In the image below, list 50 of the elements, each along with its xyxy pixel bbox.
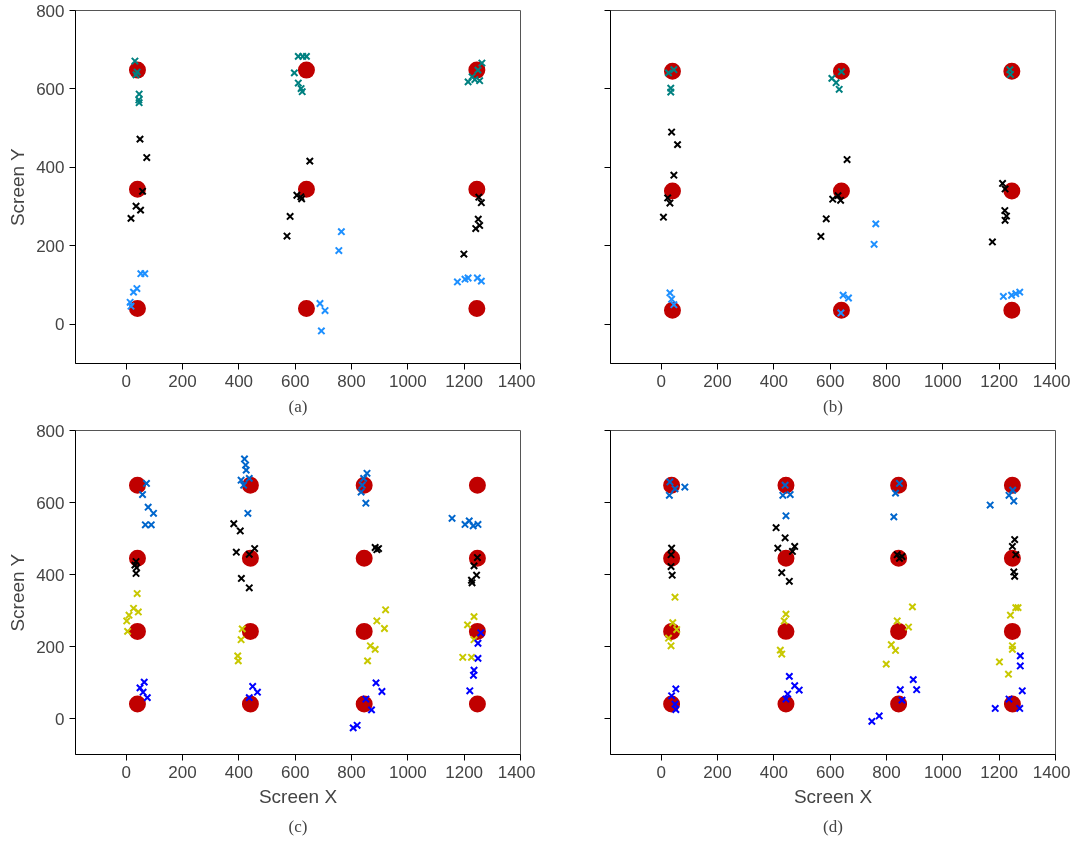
y-tick-label: 400	[36, 565, 65, 585]
x-tick-label: 200	[703, 762, 732, 782]
x-tick-label: 600	[281, 762, 310, 782]
y-tick-label: 800	[36, 421, 65, 441]
text: (b)	[823, 396, 843, 416]
text: (c)	[288, 816, 308, 836]
x-axis-title: Screen X	[793, 785, 873, 807]
y-axis-title: Screen Y	[7, 553, 29, 632]
x-tick-label: 600	[816, 762, 845, 782]
y-tick-label: 200	[36, 236, 65, 256]
x-tick-label: 400	[224, 762, 254, 782]
x-tick-label: 1000	[923, 371, 962, 391]
x-tick-label: 800	[337, 762, 366, 782]
x-tick-label: 0	[656, 762, 666, 782]
x-axis-title: Screen X	[258, 785, 338, 807]
x-tick-label: 400	[759, 371, 789, 391]
x-tick-label: 1400	[1032, 762, 1071, 782]
y-tick-label: 600	[36, 79, 65, 99]
x-tick-label: 1200	[445, 762, 484, 782]
x-tick-label: 1400	[497, 371, 536, 391]
x-tick-label: 200	[703, 371, 732, 391]
x-tick-label: 0	[121, 371, 131, 391]
y-tick-label: 400	[36, 158, 65, 178]
x-tick-label: 800	[872, 371, 901, 391]
x-tick-label: 600	[281, 371, 310, 391]
text: (d)	[823, 816, 843, 836]
x-tick-label: 200	[168, 762, 197, 782]
x-tick-label: 1200	[980, 762, 1019, 782]
y-tick-label: 800	[36, 1, 65, 21]
x-tick-label: 1400	[1032, 371, 1071, 391]
x-tick-label: 1400	[497, 762, 536, 782]
x-tick-label: 400	[224, 371, 254, 391]
y-axis-title: Screen Y	[7, 147, 29, 227]
x-tick-label: 800	[872, 762, 901, 782]
text: (a)	[288, 396, 308, 416]
x-tick-label: 1200	[445, 371, 484, 391]
x-tick-label: 0	[656, 371, 666, 391]
x-tick-label: 800	[337, 371, 366, 391]
x-tick-label: 1000	[923, 762, 962, 782]
x-tick-label: 0	[121, 762, 131, 782]
x-tick-label: 1000	[388, 762, 427, 782]
x-tick-label: 600	[816, 371, 845, 391]
y-tick-label: 0	[55, 315, 65, 335]
x-tick-label: 1200	[980, 371, 1019, 391]
y-tick-label: 0	[55, 709, 65, 729]
x-tick-label: 200	[168, 371, 197, 391]
y-tick-label: 600	[36, 493, 65, 513]
y-tick-label: 200	[36, 637, 65, 657]
x-tick-label: 1000	[388, 371, 427, 391]
x-tick-label: 400	[759, 762, 789, 782]
